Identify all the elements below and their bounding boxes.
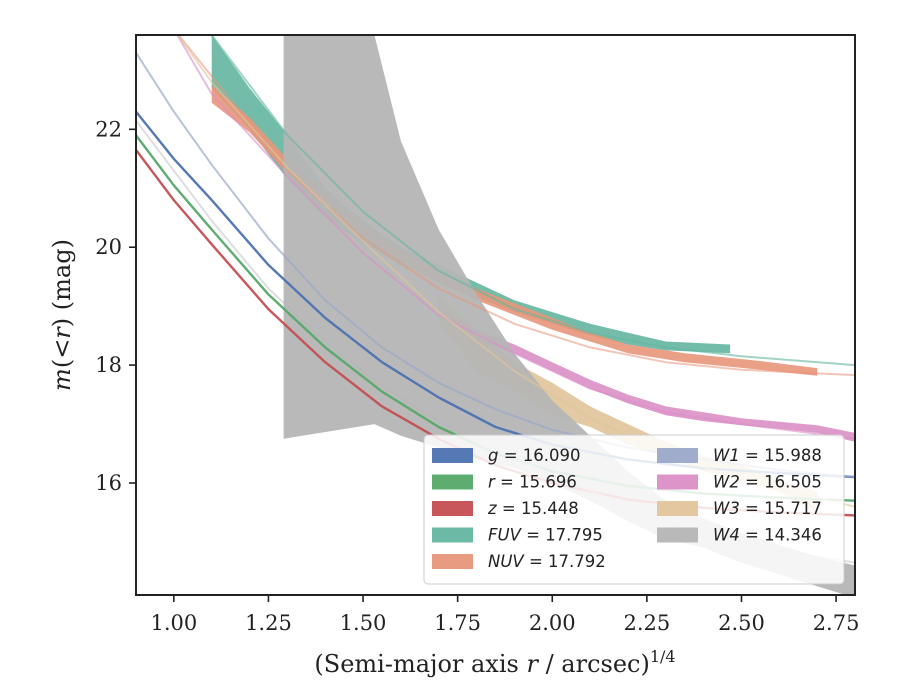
legend-entry-w1: W1 = 15.988 [657, 446, 822, 465]
y-tick-label: 20 [95, 235, 122, 259]
legend-entry-w2: W2 = 16.505 [657, 473, 822, 492]
legend-frame [423, 434, 845, 585]
x-tick-label: 2.50 [718, 611, 765, 635]
legend-entry-w3: W3 = 15.717 [657, 499, 822, 518]
legend-label: r = 15.696 [488, 473, 577, 492]
legend-label: W2 = 16.505 [713, 473, 822, 492]
x-tick-label: 2.00 [529, 611, 576, 635]
y-axis-ticks: 16 18 20 22 [95, 117, 136, 495]
legend: g = 16.090 r = 15.696 z = 15.448 FUV = 17.7… [423, 434, 845, 585]
legend-swatch [432, 527, 473, 543]
curve-fuv [210, 35, 855, 367]
plot-frame [135, 34, 856, 596]
y-tick-label: 18 [95, 353, 122, 377]
legend-label: FUV = 17.795 [488, 526, 603, 545]
legend-label: NUV = 17.792 [488, 552, 606, 571]
legend-entry-fuv: FUV = 17.795 [432, 526, 603, 545]
legend-entry-g: g = 16.090 [432, 446, 581, 465]
x-tick-label: 1.50 [340, 611, 387, 635]
y-axis-label: mm((<r) (mag) [48, 239, 76, 391]
legend-swatch [657, 448, 698, 463]
legend-entry-z: z = 15.448 [432, 499, 579, 518]
x-tick-label: 2.25 [623, 611, 670, 635]
x-axis-ticks: 1.00 1.25 1.50 1.75 2.00 2.25 2.50 2.75 [150, 595, 859, 635]
x-tick-label: 1.00 [150, 611, 197, 635]
y-tick-label: 22 [95, 117, 122, 141]
y-tick-label: 16 [95, 471, 122, 495]
legend-swatch [657, 527, 698, 543]
legend-label: W3 = 15.717 [713, 499, 822, 518]
legend-swatch [432, 448, 473, 463]
legend-swatch [657, 474, 698, 490]
legend-entry-nuv: NUV = 17.792 [432, 552, 606, 571]
x-tick-label: 1.25 [245, 611, 292, 635]
x-tick-label: 1.75 [434, 611, 481, 635]
x-axis-label: (Semi-major axis r / arcsec)1/4 [314, 647, 675, 678]
legend-swatch [432, 501, 473, 516]
curve-w2 [176, 35, 855, 440]
legend-entry-r: r = 15.696 [432, 473, 577, 492]
legend-swatch [657, 501, 698, 516]
legend-label: W4 = 14.346 [713, 526, 822, 545]
x-tick-label: 2.75 [813, 611, 860, 635]
legend-label: W1 = 15.988 [713, 446, 822, 465]
legend-swatch [432, 554, 473, 569]
legend-entry-w4: W4 = 14.346 [657, 526, 822, 545]
legend-swatch [432, 474, 473, 490]
legend-label: g = 16.090 [488, 446, 581, 465]
legend-label: z = 15.448 [487, 499, 579, 518]
band-w2 [438, 309, 855, 442]
